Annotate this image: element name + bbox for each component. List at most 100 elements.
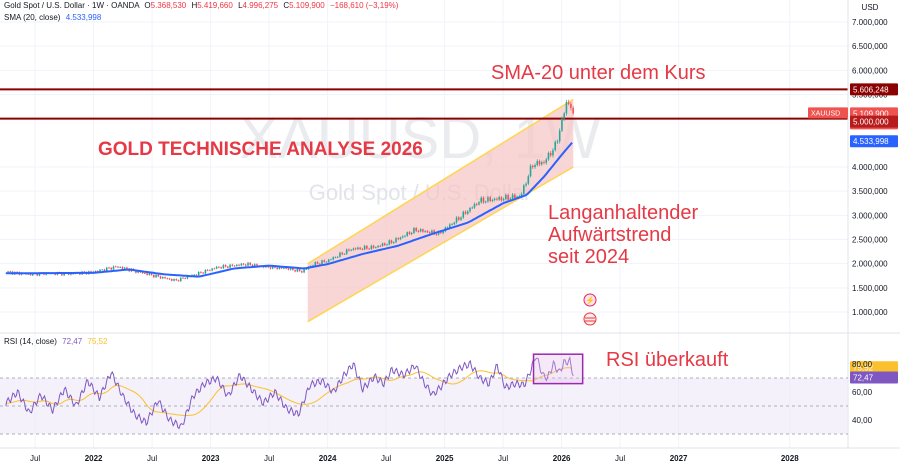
candle-body xyxy=(184,278,187,279)
time-tick-label: Jul xyxy=(30,454,40,463)
candle-body xyxy=(323,260,326,262)
candle-body xyxy=(343,253,346,255)
candle-body xyxy=(572,107,574,114)
sma-annotation: SMA-20 unter dem Kurs xyxy=(491,62,706,84)
candle-body xyxy=(103,269,106,271)
candle-body xyxy=(489,197,491,201)
sma-last-badge xyxy=(850,135,898,148)
candle-body xyxy=(202,272,204,274)
rsi-overbought-box xyxy=(532,353,584,385)
candle-body xyxy=(220,267,222,269)
candle-body xyxy=(377,245,379,248)
candle-body xyxy=(148,273,151,275)
candle-body xyxy=(224,265,227,267)
candle-body xyxy=(227,266,229,268)
high-value: 5.419,660 xyxy=(197,1,233,10)
candle-body xyxy=(395,238,397,243)
candle-body xyxy=(392,242,395,244)
candle-body xyxy=(334,257,337,259)
candle-body xyxy=(554,141,557,151)
support-level-badge-text: 5.000,000 xyxy=(853,118,889,127)
candle-body xyxy=(408,232,411,235)
candle-body xyxy=(525,183,527,186)
candle-body xyxy=(29,273,32,276)
candle-body xyxy=(354,248,357,250)
candle-body xyxy=(197,272,200,276)
sma-legend[interactable]: SMA (20, close) 4.533,998 xyxy=(4,13,101,22)
trend-annotation: Aufwärtstrend xyxy=(548,224,671,246)
rsi-tick-label: 60,00 xyxy=(852,388,873,397)
resistance-level-badge-text: 5.606,248 xyxy=(853,85,889,94)
candle-body xyxy=(549,152,552,156)
candle-body xyxy=(141,272,144,274)
rsi-legend-label: RSI (14, close) xyxy=(4,337,57,346)
candle-body xyxy=(175,279,178,281)
candle-body xyxy=(415,227,417,232)
candle-body xyxy=(283,268,285,270)
sma-20-line xyxy=(5,141,573,278)
candle-body xyxy=(336,256,339,258)
candle-body xyxy=(498,197,500,200)
candle-body xyxy=(253,264,256,267)
candle-body xyxy=(563,113,565,119)
candle-body xyxy=(179,277,182,282)
candle-body xyxy=(363,245,366,250)
candle-body xyxy=(90,271,92,273)
time-tick-label: 2023 xyxy=(202,454,220,463)
candle-body xyxy=(213,268,216,270)
candle-body xyxy=(206,269,209,271)
candle-body xyxy=(426,231,429,233)
symbol-flag-text: XAUUSD xyxy=(811,110,840,117)
rsi-tick-label: 80,00 xyxy=(852,360,873,369)
candle-body xyxy=(457,217,460,220)
sma-last-badge-text: 4.533,998 xyxy=(853,137,889,146)
candle-body xyxy=(137,271,139,273)
time-tick-label: Jul xyxy=(615,454,625,463)
candle-body xyxy=(511,194,514,199)
candle-body xyxy=(327,259,330,262)
candle-body xyxy=(529,165,532,177)
candle-body xyxy=(146,273,148,275)
close-label: C xyxy=(283,1,290,10)
price-axis: USD7.000,0006.500,0006.000,0005.500,0004… xyxy=(808,0,898,448)
currency-label: USD xyxy=(862,3,879,12)
candle-body xyxy=(453,222,456,225)
candle-body xyxy=(316,262,319,264)
candle-body xyxy=(7,271,9,273)
candle-body xyxy=(209,270,211,272)
candle-body xyxy=(126,267,128,269)
rsi-annotation: RSI überkauft xyxy=(606,349,729,371)
price-tick-label: 4.000,000 xyxy=(852,163,888,172)
candle-body xyxy=(478,202,480,205)
trend-annotation: seit 2024 xyxy=(548,246,629,268)
candle-body xyxy=(565,102,568,114)
candle-body xyxy=(332,257,335,260)
candle-body xyxy=(451,224,453,226)
candle-body xyxy=(289,267,292,270)
trend-annotation: Langanhaltender xyxy=(548,202,698,224)
candle-body xyxy=(446,227,449,229)
candle-body xyxy=(397,238,400,240)
candle-body xyxy=(222,265,225,269)
candle-body xyxy=(294,270,296,272)
candle-body xyxy=(170,279,173,281)
candle-body xyxy=(482,197,485,203)
candle-body xyxy=(325,261,328,263)
candle-body xyxy=(366,245,368,249)
candle-body xyxy=(509,198,512,200)
candle-body xyxy=(352,248,355,250)
candle-body xyxy=(417,231,420,232)
analysis-title: GOLD TECHNISCHE ANALYSE 2026 xyxy=(98,139,423,160)
change-value: −168,610 (−3,19%) xyxy=(329,1,399,10)
rsi-legend[interactable]: RSI (14, close) 72,47 75,52 xyxy=(4,337,107,346)
candle-body xyxy=(215,266,218,269)
candle-body xyxy=(231,264,234,266)
candle-body xyxy=(256,264,258,266)
candle-body xyxy=(278,266,281,269)
low-label: L xyxy=(238,1,243,10)
rsi-ma-legend-value: 75,52 xyxy=(87,337,108,346)
candle-body xyxy=(61,272,63,276)
candle-body xyxy=(117,266,119,268)
us-flag-icon xyxy=(583,312,597,326)
